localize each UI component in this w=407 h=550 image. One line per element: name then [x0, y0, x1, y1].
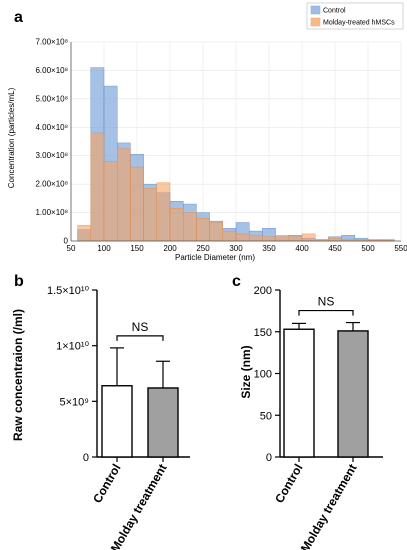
y-tick-label: 50	[260, 410, 272, 422]
y-tick-label: 0	[83, 452, 89, 464]
histogram-y-tick-label: 5.00×10⁸	[35, 94, 68, 103]
y-tick-label: 1.5×10¹⁰	[47, 285, 90, 297]
y-tick-label: 0	[266, 452, 272, 464]
histogram-x-tick-label: 100	[97, 244, 111, 253]
histogram-bar-molday	[103, 161, 118, 242]
significance-label: NS	[132, 320, 149, 334]
histogram-legend: Control Molday-treated hMSCs	[306, 2, 404, 30]
histogram-bar-molday	[301, 233, 316, 242]
histogram-x-tick-label: 50	[67, 244, 76, 253]
histogram-bar-molday	[196, 218, 210, 242]
histogram-bar-molday	[222, 230, 237, 242]
legend-swatch	[310, 5, 321, 15]
category-label-control: Control	[272, 462, 305, 506]
histogram-bar-molday	[116, 148, 131, 242]
histogram-bar-molday	[248, 235, 263, 242]
bar-control	[101, 385, 133, 458]
category-label-molday-treatment: Molday treatment	[298, 462, 360, 550]
y-tick-label: 1×10¹⁰	[56, 341, 89, 353]
histogram-y-tick-label: 1.00×10⁸	[35, 208, 68, 217]
y-tick-label: 100	[254, 369, 272, 381]
histogram-x-tick-label: 150	[130, 244, 144, 253]
y-tick-label: 150	[254, 327, 272, 339]
bar-molday-treatment	[337, 330, 369, 458]
legend-box	[306, 2, 404, 30]
panel-label-b: b	[14, 273, 24, 290]
histogram-x-axis-label: Particle Diameter (nm)	[175, 253, 255, 262]
legend-entry: Molday-treated hMSCs	[323, 20, 395, 27]
histogram-y-tick-label: 4.00×10⁸	[35, 123, 68, 132]
histogram-x-tick-label: 250	[196, 244, 210, 253]
histogram-grid	[70, 41, 402, 242]
histogram-x-tick-label: 500	[361, 244, 375, 253]
histogram-y-tick-label: 2.00×10⁸	[35, 180, 68, 189]
histogram-bar-molday	[288, 236, 303, 242]
histogram-y-tick-label: 6.00×10⁸	[35, 66, 68, 75]
histogram-bar-molday	[130, 166, 144, 242]
significance-bracket	[116, 335, 164, 341]
histogram-bar-molday	[235, 233, 250, 242]
histogram-panel: 0 1.00×10⁸ 2.00×10⁸ 3.00×10⁸ 4.00×10⁸ 5.00×10…	[7, 2, 407, 262]
category-label-control: Control	[90, 462, 123, 506]
histogram-x-tick-label: 350	[262, 244, 276, 253]
legend-entry: Control	[323, 8, 346, 15]
histogram-x-tick-label: 550	[394, 244, 407, 253]
histogram-bar-molday	[77, 225, 91, 242]
histogram-bar-molday	[143, 188, 158, 242]
histogram-bar-molday	[169, 208, 184, 242]
y-tick-label: 200	[254, 285, 272, 297]
histogram-y-tick-label: 3.00×10⁸	[35, 151, 68, 160]
histogram-axes: 0 1.00×10⁸ 2.00×10⁸ 3.00×10⁸ 4.00×10⁸ 5.00×10…	[35, 38, 407, 254]
panel-label-c: c	[232, 273, 241, 290]
histogram-y-tick-label: 7.00×10⁸	[35, 38, 68, 47]
histogram-bar-molday	[328, 237, 342, 242]
significance-bracket	[298, 309, 354, 316]
histogram-y-tick-label: 0	[64, 237, 69, 246]
bar-molday-treatment	[147, 387, 179, 458]
y-tick-label: 5×10⁹	[60, 396, 90, 408]
histogram-bar-molday	[156, 182, 171, 242]
bar-control	[283, 328, 315, 458]
histogram-bar-molday	[209, 222, 224, 242]
legend-swatch	[310, 17, 321, 27]
histogram-x-tick-label: 400	[295, 244, 309, 253]
histogram-x-tick-label: 450	[328, 244, 342, 253]
panel-label-a: a	[14, 9, 23, 26]
size-y-axis-label: Size (nm)	[239, 345, 253, 398]
histogram-y-axis-label: Concentration (particles/mL)	[7, 87, 16, 188]
histogram-bars	[77, 67, 395, 242]
histogram-bar-molday	[182, 212, 197, 242]
histogram-x-tick-label: 200	[163, 244, 177, 253]
histogram-bar-molday	[90, 132, 105, 242]
histogram-x-tick-label: 300	[229, 244, 243, 253]
significance-label: NS	[318, 295, 335, 309]
raw-concentration-y-axis-label: Raw concentraion (/ml)	[11, 309, 25, 441]
histogram-bar-molday	[275, 235, 290, 242]
histogram-bar-molday	[262, 236, 276, 242]
